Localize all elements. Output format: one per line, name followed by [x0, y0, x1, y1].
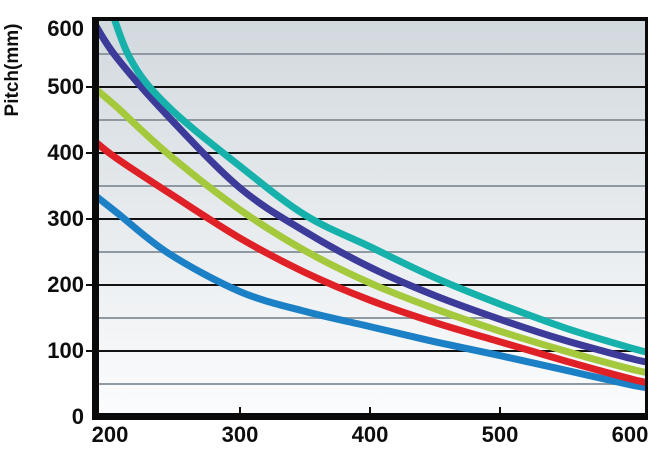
gridline-major: [99, 86, 645, 88]
y-tick-label: 100: [47, 338, 84, 363]
plot-area: [99, 21, 645, 413]
x-axis-tick-mark: [369, 407, 371, 413]
curve-navy: [99, 24, 645, 366]
gridline-minor: [99, 383, 645, 385]
y-tick-label: 200: [47, 272, 84, 297]
y-tick-label: 300: [47, 206, 84, 231]
y-axis-title: Pitch(mm): [2, 23, 23, 117]
curves-canvas: [99, 21, 645, 392]
y-axis-tick-mark: [86, 152, 93, 154]
gridline-minor: [99, 185, 645, 187]
gridline-minor: [99, 119, 645, 121]
gridline-major: [99, 152, 645, 154]
curve-blue: [99, 194, 645, 392]
x-axis-tick-mark: [239, 407, 241, 413]
gridline-minor: [99, 317, 645, 319]
y-tick-label: 0: [71, 404, 84, 429]
y-axis-tick-mark: [86, 284, 93, 286]
gridline-minor: [99, 53, 645, 55]
gridline-minor: [99, 251, 645, 253]
y-tick-label: 600: [47, 16, 84, 41]
curve-teal: [111, 21, 645, 356]
curve-red: [99, 140, 645, 386]
y-axis-tick-mark: [86, 218, 93, 220]
y-tick-label: 400: [47, 140, 84, 165]
x-tick-label: 600: [611, 422, 649, 447]
gridline-major: [99, 350, 645, 352]
curve-green: [99, 87, 645, 376]
x-tick-label: 300: [221, 422, 259, 447]
plot-frame: [92, 17, 648, 420]
x-tick-label: 400: [351, 422, 389, 447]
y-tick-label: 500: [47, 74, 84, 99]
y-axis-tick-mark: [86, 86, 93, 88]
x-axis-tick-mark: [499, 407, 501, 413]
y-axis-tick-mark: [86, 350, 93, 352]
x-tick-label: 200: [91, 422, 129, 447]
x-tick-label: 500: [481, 422, 519, 447]
gridline-major: [99, 218, 645, 220]
